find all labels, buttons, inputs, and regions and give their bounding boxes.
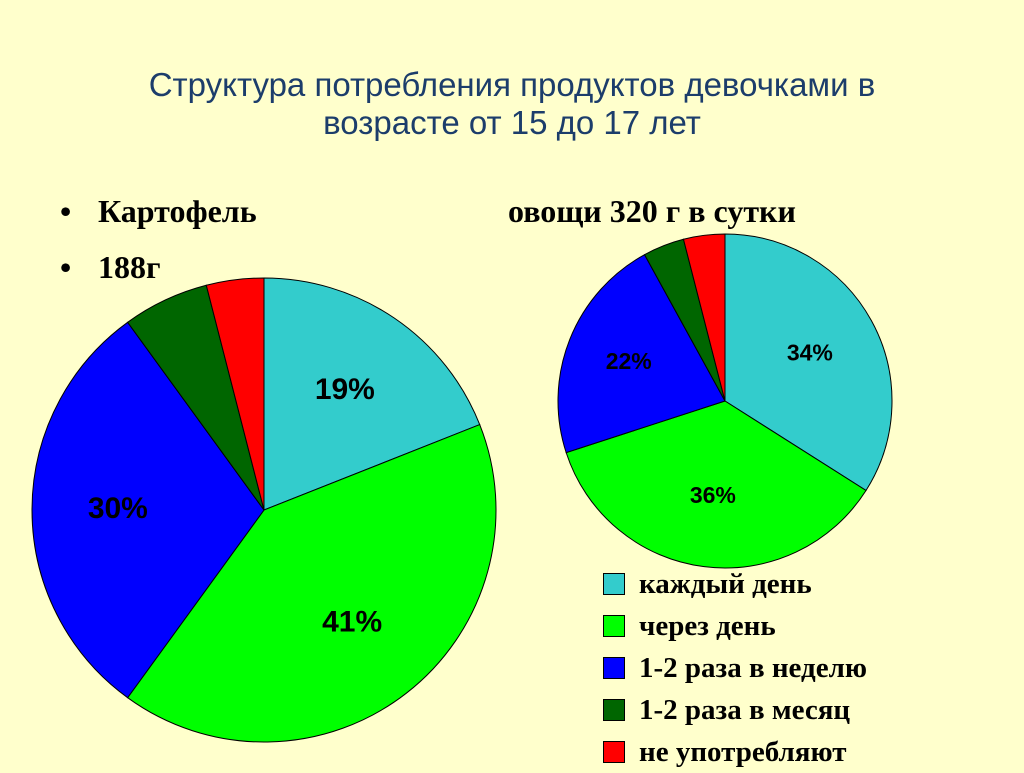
legend-label: через день [639, 609, 776, 642]
bullet-dot: • [60, 249, 72, 285]
pie-data-label: 41% [322, 606, 382, 639]
pie-slice-every-day [724, 233, 893, 492]
bullet-potato-amount: • 188г [60, 249, 161, 286]
pie-data-label: 22% [606, 348, 652, 374]
legend-label: 1-2 раза в месяц [639, 693, 851, 726]
pie-data-label: 34% [787, 339, 833, 365]
pie-chart-vegetables: 34% 36% 22% [557, 233, 893, 569]
pie-slice-weekly [557, 253, 726, 454]
legend-item: не употребляют [603, 731, 867, 773]
legend-label: каждый день [639, 567, 812, 600]
legend-item: через день [603, 605, 867, 647]
legend: каждый день через день 1-2 раза в неделю… [603, 563, 867, 773]
pie-data-label: 30% [88, 492, 148, 525]
legend-label: не употребляют [639, 735, 847, 768]
pie-slice-every-other-day [126, 423, 497, 743]
page-title-line-2: возрасте от 15 до 17 лет [323, 104, 701, 141]
legend-item: 1-2 раза в неделю [603, 647, 867, 689]
bullet-potato-amount-text: 188г [98, 249, 161, 285]
page-title-line-1: Структура потребления продуктов девочкам… [148, 66, 876, 103]
pie-data-label: 19% [315, 373, 375, 406]
pie-slice-every-day [263, 277, 481, 511]
legend-swatch [603, 657, 625, 679]
legend-swatch [603, 573, 625, 595]
pie-chart-potato: 19% 41% 30% [31, 277, 497, 743]
bullet-dot: • [60, 193, 72, 229]
vegetables-label-text: овощи 320 г в сутки [508, 193, 796, 229]
legend-label: 1-2 раза в неделю [639, 651, 868, 684]
vegetables-label: овощи 320 г в сутки [508, 193, 796, 230]
bullet-potato: • Картофель [60, 193, 257, 230]
pie-slice-never [205, 277, 265, 511]
page-title: Структура потребления продуктов девочкам… [0, 66, 1024, 142]
legend-swatch [603, 699, 625, 721]
pie-slice-weekly [31, 321, 265, 699]
legend-item: 1-2 раза в месяц [603, 689, 867, 731]
legend-swatch [603, 741, 625, 763]
pie-slice-never [682, 233, 726, 402]
bullet-potato-label: Картофель [98, 193, 257, 229]
legend-item: каждый день [603, 563, 867, 605]
pie-slice-every-other-day [565, 400, 867, 569]
legend-swatch [603, 615, 625, 637]
pie-data-label: 36% [690, 482, 736, 508]
